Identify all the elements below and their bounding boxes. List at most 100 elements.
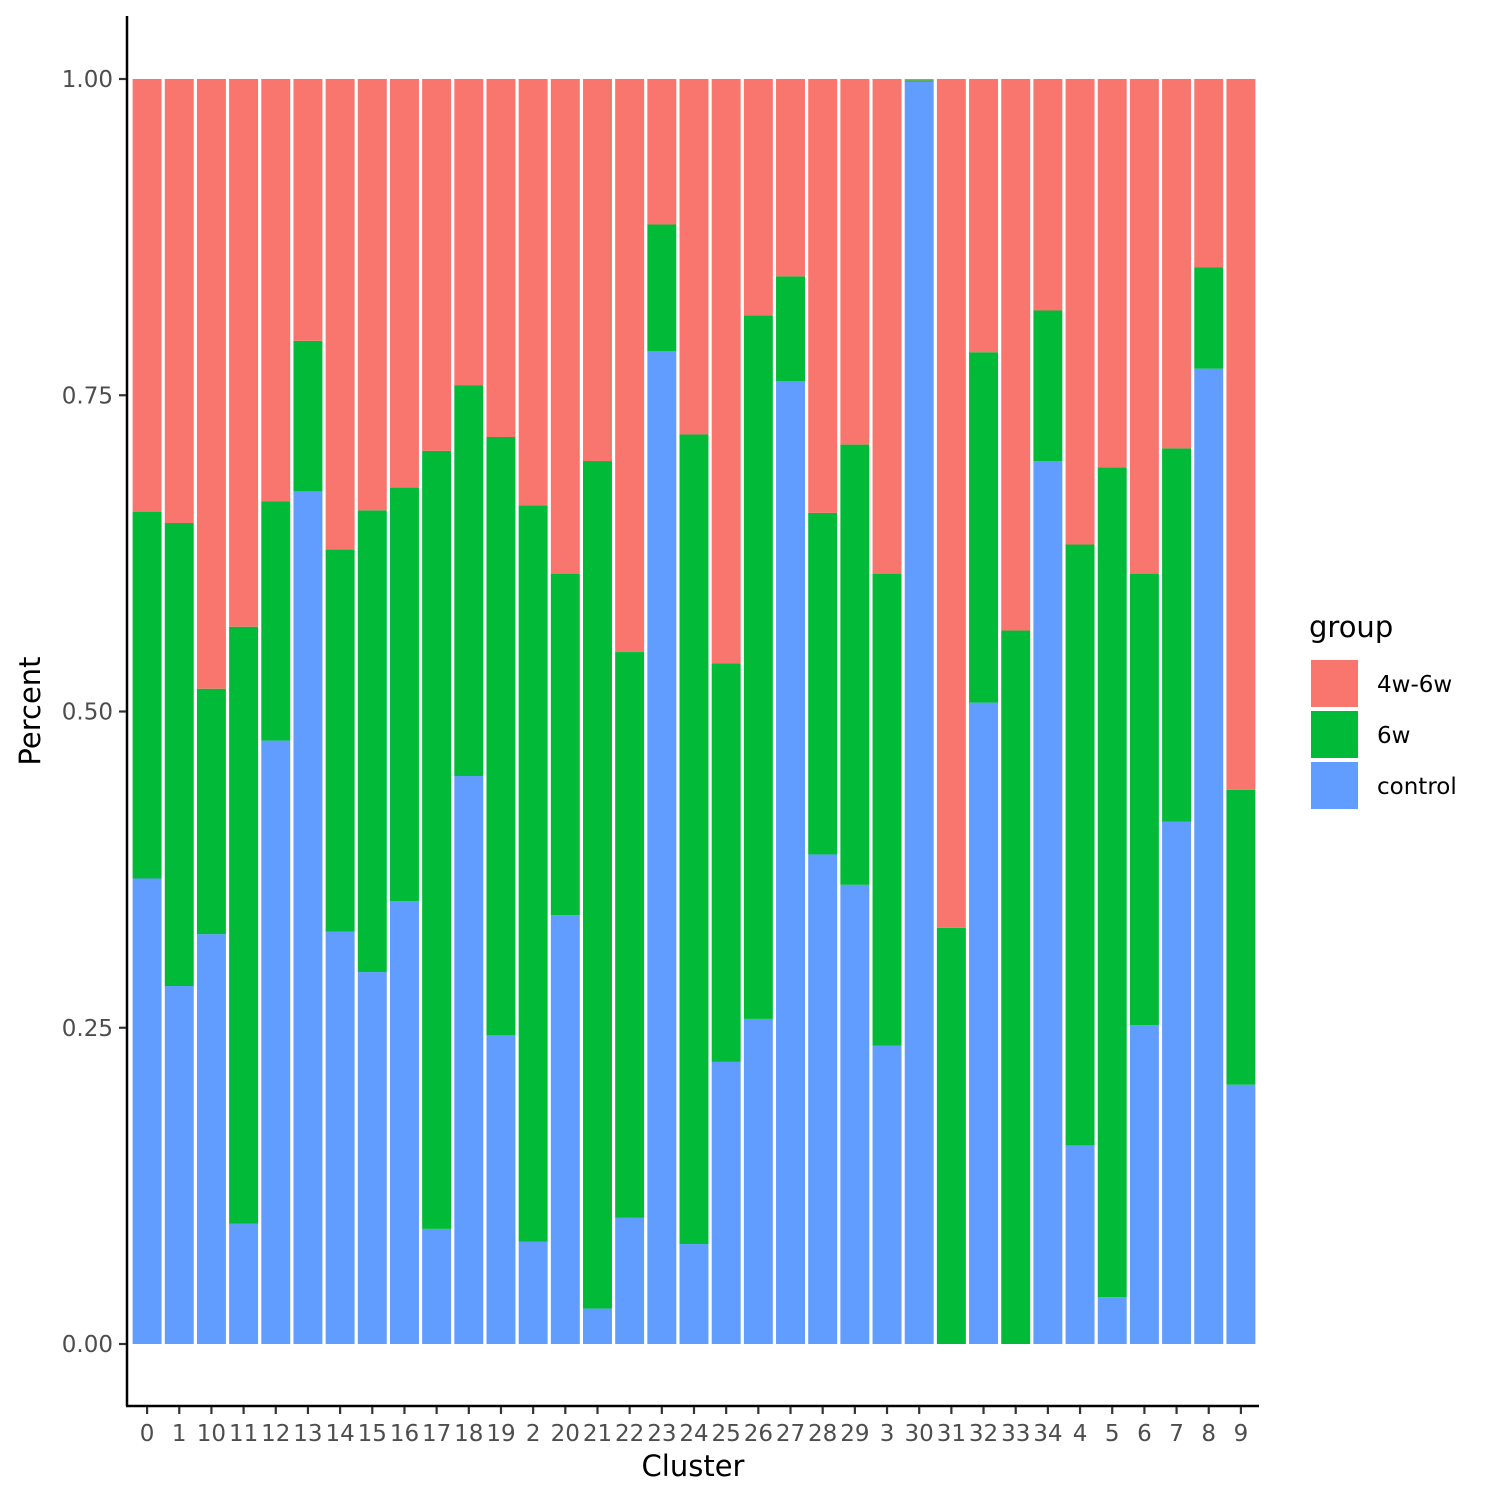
x-tick-label: 30 — [905, 1421, 934, 1447]
y-tick-label: 1.00 — [62, 67, 113, 93]
x-tick-label: 27 — [776, 1421, 805, 1447]
x-tick-label: 15 — [358, 1421, 387, 1447]
bar-segment-6w-cluster-11 — [229, 626, 259, 1224]
bar-segment-4w-6w-cluster-31 — [936, 79, 966, 928]
bar-segment-4w-6w-cluster-12 — [261, 79, 291, 502]
x-tick-label: 29 — [840, 1421, 869, 1447]
y-ticks: 0.00 0.25 0.50 0.75 1.00 — [62, 67, 126, 1358]
bar-segment-4w-6w-cluster-22 — [615, 79, 645, 653]
x-tick-label: 28 — [808, 1421, 837, 1447]
bar-segment-4w-6w-cluster-7 — [1162, 79, 1192, 449]
bar-segment-4w-6w-cluster-8 — [1194, 79, 1224, 268]
bar-segment-4w-6w-cluster-3 — [872, 79, 902, 574]
bar-segment-6w-cluster-13 — [293, 340, 323, 492]
bar-segment-control-cluster-27 — [776, 381, 805, 1345]
legend-swatch-4w-6w — [1311, 660, 1358, 707]
bar-segment-4w-6w-cluster-25 — [711, 79, 741, 664]
bar-segment-6w-cluster-17 — [422, 450, 452, 1229]
bar-segment-control-cluster-18 — [454, 776, 484, 1344]
x-tick-label: 4 — [1073, 1421, 1088, 1447]
legend-label: control — [1377, 774, 1457, 800]
bar-segment-6w-cluster-4 — [1065, 544, 1095, 1146]
bar-segment-4w-6w-cluster-9 — [1226, 79, 1256, 790]
x-tick-label: 8 — [1201, 1421, 1216, 1447]
bar-segment-control-cluster-8 — [1194, 368, 1224, 1344]
x-tick-label: 33 — [1001, 1421, 1030, 1447]
legend-swatch-control — [1311, 762, 1358, 809]
x-tick-label: 31 — [937, 1421, 966, 1447]
bar-segment-control-cluster-0 — [132, 878, 162, 1344]
bar-segment-control-cluster-24 — [679, 1244, 709, 1344]
bar-segment-control-cluster-13 — [293, 491, 323, 1344]
bar-segment-4w-6w-cluster-17 — [422, 79, 452, 451]
bar-segment-6w-cluster-7 — [1162, 448, 1192, 822]
bar-segment-control-cluster-6 — [1129, 1025, 1159, 1344]
bar-segment-6w-cluster-29 — [840, 444, 870, 885]
x-tick-label: 25 — [712, 1421, 741, 1447]
bar-segment-4w-6w-cluster-26 — [743, 79, 773, 316]
x-tick-label: 24 — [679, 1421, 708, 1447]
bar-segment-6w-cluster-31 — [936, 927, 966, 1344]
bar-segment-4w-6w-cluster-30 — [904, 79, 934, 81]
legend-label: 6w — [1377, 723, 1410, 749]
bar-segment-4w-6w-cluster-4 — [1065, 79, 1095, 545]
bar-segment-6w-cluster-30 — [904, 80, 934, 82]
bar-segment-control-cluster-17 — [422, 1228, 452, 1344]
x-tick-label: 23 — [647, 1421, 676, 1447]
bar-segment-control-cluster-2 — [518, 1241, 548, 1344]
bar-segment-6w-cluster-14 — [325, 549, 355, 932]
bar-segment-4w-6w-cluster-18 — [454, 79, 484, 386]
bar-segment-4w-6w-cluster-33 — [1001, 79, 1031, 631]
bar-segment-6w-cluster-21 — [583, 461, 612, 1309]
bar-segment-control-cluster-32 — [969, 702, 999, 1344]
bar-segment-4w-6w-cluster-23 — [647, 79, 677, 225]
bar-segment-4w-6w-cluster-32 — [969, 79, 999, 353]
x-tick-label: 32 — [969, 1421, 998, 1447]
x-tick-label: 13 — [293, 1421, 322, 1447]
bar-segment-4w-6w-cluster-2 — [518, 79, 548, 506]
bar-segment-4w-6w-cluster-34 — [1033, 79, 1063, 311]
x-tick-label: 34 — [1033, 1421, 1062, 1447]
legend-title: group — [1309, 610, 1393, 644]
x-ticks: 0 1 10 11 12 13 14 15 16 17 18 19 2 20 21 22 23 24 25 26 27 2… — [140, 1407, 1248, 1447]
x-tick-label: 10 — [197, 1421, 226, 1447]
bar-segment-4w-6w-cluster-15 — [357, 79, 387, 511]
bar-segment-4w-6w-cluster-20 — [550, 79, 580, 574]
bar-segment-6w-cluster-23 — [647, 224, 677, 351]
bar-segment-6w-cluster-10 — [196, 688, 226, 935]
bar-segment-control-cluster-34 — [1033, 461, 1063, 1344]
bar-segment-control-cluster-4 — [1065, 1145, 1095, 1344]
bar-segment-control-cluster-25 — [711, 1061, 741, 1344]
x-tick-label: 2 — [526, 1421, 541, 1447]
bar-segment-4w-6w-cluster-16 — [389, 79, 419, 488]
bar-segment-6w-cluster-3 — [872, 573, 902, 1046]
bar-segment-control-cluster-3 — [872, 1045, 902, 1344]
x-tick-label: 17 — [422, 1421, 451, 1447]
bar-segment-control-cluster-29 — [840, 884, 870, 1344]
x-tick-label: 20 — [551, 1421, 580, 1447]
bar-segment-control-cluster-1 — [164, 986, 194, 1344]
bar-segment-4w-6w-cluster-24 — [679, 79, 709, 435]
bar-segment-6w-cluster-27 — [776, 276, 805, 382]
x-axis-label: Cluster — [642, 1449, 745, 1483]
x-tick-label: 14 — [325, 1421, 354, 1447]
bar-segment-6w-cluster-16 — [389, 487, 419, 902]
bar-segment-control-cluster-11 — [229, 1223, 259, 1344]
bar-segment-control-cluster-14 — [325, 931, 355, 1344]
bar-segment-4w-6w-cluster-14 — [325, 79, 355, 550]
x-tick-label: 22 — [615, 1421, 644, 1447]
bar-segment-control-cluster-30 — [904, 81, 934, 1344]
bar-segment-6w-cluster-26 — [743, 315, 773, 1019]
bars-layer — [132, 79, 1256, 1345]
bar-segment-6w-cluster-25 — [711, 663, 741, 1062]
x-tick-label: 9 — [1234, 1421, 1249, 1447]
bar-segment-4w-6w-cluster-1 — [164, 79, 194, 524]
x-tick-label: 5 — [1105, 1421, 1120, 1447]
bar-segment-control-cluster-15 — [357, 972, 387, 1344]
bar-segment-6w-cluster-34 — [1033, 310, 1063, 462]
x-tick-label: 7 — [1169, 1421, 1184, 1447]
bar-segment-6w-cluster-18 — [454, 385, 484, 777]
bar-segment-4w-6w-cluster-21 — [583, 79, 612, 462]
bar-segment-6w-cluster-5 — [1097, 467, 1127, 1298]
